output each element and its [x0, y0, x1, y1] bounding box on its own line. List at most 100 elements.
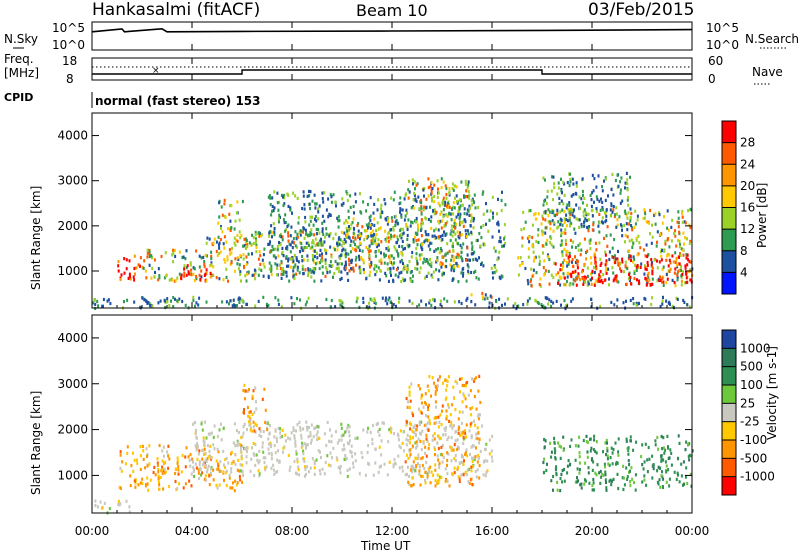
heatmap-cell [492, 211, 494, 215]
heatmap-cell [347, 228, 350, 232]
heatmap-cell [205, 478, 208, 482]
heatmap-cell [538, 262, 541, 266]
heatmap-cell [537, 233, 540, 237]
heatmap-cell [446, 379, 449, 383]
heatmap-cell [635, 303, 638, 307]
heatmap-cell [580, 197, 583, 201]
heatmap-cell [379, 215, 382, 219]
heatmap-cell [156, 461, 159, 465]
heatmap-cell [608, 463, 611, 467]
heatmap-cell [132, 469, 135, 473]
heatmap-cell [592, 221, 595, 225]
heatmap-cell [604, 211, 606, 215]
heatmap-cell [404, 460, 407, 464]
heatmap-cell [457, 255, 460, 259]
heatmap-cell [354, 258, 357, 262]
heatmap-cell [479, 244, 482, 248]
heatmap-cell [685, 466, 688, 470]
heatmap-cell [554, 262, 557, 266]
heatmap-cell [224, 260, 227, 264]
heatmap-cell [272, 222, 275, 226]
heatmap-cell [408, 179, 410, 183]
heatmap-cell [383, 421, 385, 425]
heatmap-cell [205, 279, 208, 283]
heatmap-cell [452, 212, 455, 216]
heatmap-cell [441, 237, 444, 242]
heatmap-cell [145, 299, 148, 303]
heatmap-cell [605, 214, 608, 218]
heatmap-cell [438, 269, 441, 273]
heatmap-cell [344, 240, 347, 244]
heatmap-cell [427, 407, 430, 412]
heatmap-cell [662, 283, 665, 287]
heatmap-cell [394, 247, 397, 251]
heatmap-cell [451, 426, 454, 430]
heatmap-cell [590, 261, 593, 265]
heatmap-cell [680, 279, 683, 283]
heatmap-cell [423, 240, 426, 244]
heatmap-cell [450, 423, 453, 428]
heatmap-cell [604, 278, 607, 282]
heatmap-cell [634, 488, 637, 492]
heatmap-cell [348, 225, 350, 229]
heatmap-cell [212, 443, 215, 447]
heatmap-cell [413, 425, 416, 429]
heatmap-cell [166, 297, 169, 301]
heatmap-cell [321, 271, 324, 275]
heatmap-cell [125, 267, 128, 271]
heatmap-cell [358, 237, 361, 241]
heatmap-cell [489, 294, 492, 298]
heatmap-cell [574, 255, 576, 259]
heatmap-cell [453, 300, 456, 304]
heatmap-cell [317, 449, 320, 453]
heatmap-cell [302, 194, 305, 198]
heatmap-cell [362, 268, 365, 272]
heatmap-cell [474, 469, 477, 474]
heatmap-cell [674, 234, 677, 238]
heatmap-cell [318, 468, 321, 473]
heatmap-cell [288, 279, 291, 283]
heatmap-cell [323, 472, 326, 476]
heatmap-cell [629, 469, 631, 473]
heatmap-cell [600, 475, 603, 479]
heatmap-cell [572, 278, 575, 282]
heatmap-cell [476, 258, 479, 262]
heatmap-cell [323, 432, 326, 436]
heatmap-cell [393, 432, 396, 436]
heatmap-cell [555, 299, 558, 303]
heatmap-cell [568, 211, 571, 215]
heatmap-cell [354, 243, 356, 247]
heatmap-cell [251, 396, 254, 401]
heatmap-cell [305, 245, 308, 250]
heatmap-cell [650, 258, 653, 262]
heatmap-cell [134, 481, 137, 485]
heatmap-cell [227, 461, 230, 465]
heatmap-cell [680, 268, 682, 272]
heatmap-cell [433, 229, 436, 233]
heatmap-cell [578, 242, 581, 246]
heatmap-cell [267, 195, 270, 199]
heatmap-cell [397, 438, 400, 442]
heatmap-cell [482, 295, 484, 299]
heatmap-cell [634, 473, 637, 477]
heatmap-cell [658, 211, 660, 215]
heatmap-cell [332, 446, 335, 450]
heatmap-cell [615, 274, 618, 278]
heatmap-cell [240, 233, 243, 237]
cpid-label: CPID [4, 91, 33, 104]
heatmap-cell [324, 266, 327, 270]
heatmap-cell [606, 441, 608, 445]
heatmap-cell [224, 465, 226, 469]
heatmap-cell [312, 258, 315, 262]
heatmap-cell [141, 296, 144, 300]
heatmap-cell [251, 446, 253, 450]
heatmap-cell [236, 256, 239, 260]
heatmap-cell [548, 298, 551, 302]
heatmap-cell [594, 258, 597, 262]
heatmap-cell [552, 245, 555, 249]
heatmap-cell [380, 240, 383, 244]
heatmap-cell [230, 261, 233, 265]
heatmap-cell [292, 275, 295, 279]
heatmap-cell [601, 208, 604, 212]
heatmap-cell [269, 240, 271, 244]
